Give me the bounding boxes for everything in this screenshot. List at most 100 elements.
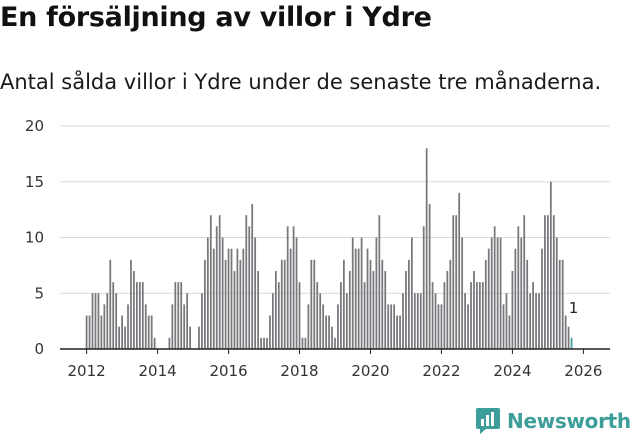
bar [230,248,233,349]
bar [248,226,251,349]
bar [94,293,97,349]
bar [283,259,286,349]
bar [360,237,363,349]
bar [481,282,484,349]
bar [499,237,502,349]
bar [298,282,301,349]
bar [266,337,268,349]
bar [342,259,345,349]
bar [209,215,212,349]
bar [555,237,558,349]
bar [277,282,280,349]
bar [183,304,186,349]
x-tick-label: 2016 [209,362,247,380]
bar [502,304,505,349]
bar [263,337,265,349]
bar [227,248,230,349]
x-tick-label: 2012 [68,362,106,380]
labels: 0 5 10 15 20 1 2012 2014 2016 2018 2020 2022 2024 202… [25,117,603,380]
bar [393,304,396,349]
bar [473,270,475,349]
bar [511,270,514,349]
bar [410,237,413,349]
bar [198,326,200,349]
bar [307,304,310,349]
bar [419,293,422,349]
bar [564,315,567,349]
bar [251,204,254,349]
bar [340,282,342,349]
bar [396,315,398,349]
bar [428,204,431,349]
bar [541,248,543,349]
bars [85,148,573,349]
bar [189,326,191,349]
bar [431,282,434,349]
brand-name: Newsworthy [507,409,631,433]
highlight-data-label: 1 [569,299,579,317]
bar [440,304,443,349]
bar [378,215,381,349]
bar [292,226,295,349]
bar [130,259,132,349]
bar [467,304,469,349]
bar [204,259,206,349]
bar [405,270,407,349]
bar [91,293,94,349]
bar [112,282,115,349]
bar [177,282,180,349]
bar [174,282,177,349]
y-tick-label: 10 [25,229,44,247]
x-tick-label: 2022 [422,362,460,380]
bar [269,315,271,349]
bar [348,270,351,349]
bar [561,259,564,349]
bar [88,315,91,349]
bar [106,293,109,349]
bar [286,226,289,349]
bar [535,293,537,349]
bar [171,304,174,349]
bar [144,304,147,349]
bar [437,304,440,349]
bar [272,293,274,349]
bar [567,326,570,349]
bar-highlight [570,337,573,349]
chart-subtitle: Antal sålda villor i Ydre under de senas… [0,70,602,94]
bar [224,259,227,349]
bar [186,293,189,349]
bar [304,337,307,349]
bar [180,282,183,349]
bar [218,215,221,349]
bar [402,293,404,349]
bar [476,282,478,349]
bar [526,259,529,349]
bar [168,337,171,349]
bar [399,315,401,349]
bar [363,282,366,349]
bar [201,293,203,349]
bar [470,282,472,349]
bar [375,237,378,349]
bar [316,282,319,349]
y-tick-label: 20 [25,117,44,135]
bar [301,337,304,349]
bar [390,304,393,349]
bar [366,248,369,349]
bar [493,226,496,349]
bar [490,237,493,349]
bar [381,259,384,349]
bar [221,237,224,349]
bar [153,337,156,349]
bar [236,248,239,349]
bar [147,315,150,349]
bar [337,304,339,349]
bar [138,282,141,349]
bar [351,237,354,349]
x-tick-label: 2020 [351,362,389,380]
bar [328,315,330,349]
bar [458,192,461,349]
bar [115,293,118,349]
bar [97,293,100,349]
bar [357,248,360,349]
